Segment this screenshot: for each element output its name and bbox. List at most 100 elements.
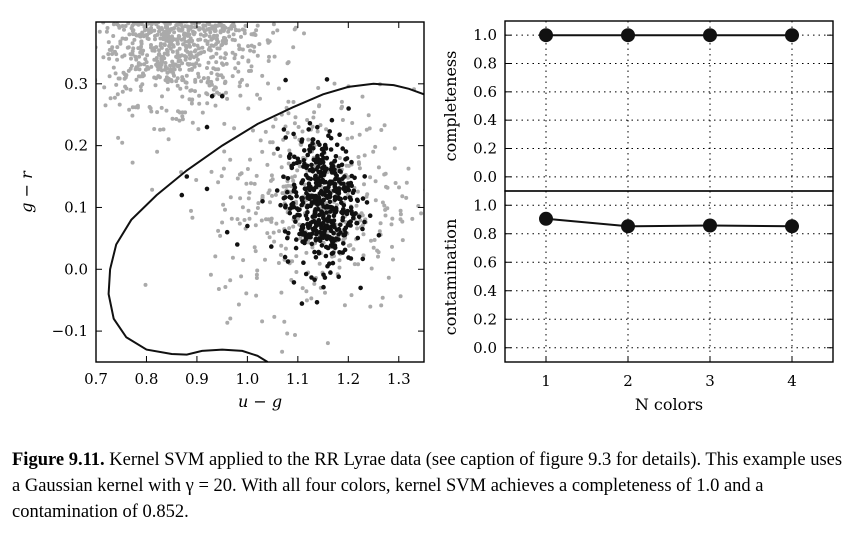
background-star-point — [78, 22, 82, 26]
background-star-point — [398, 212, 403, 217]
background-star-point — [157, 52, 162, 56]
background-star-point — [266, 217, 271, 222]
background-star-point — [235, 217, 240, 222]
background-star-point — [278, 154, 283, 159]
rr-lyrae-point — [299, 202, 305, 208]
background-star-point — [202, 49, 207, 54]
background-star-point — [350, 121, 355, 125]
background-star-point — [165, 52, 170, 57]
rr-lyrae-point — [323, 253, 329, 259]
background-star-point — [161, 6, 165, 10]
background-star-point — [188, 36, 193, 41]
background-star-point — [152, 7, 156, 11]
background-star-point — [199, 79, 204, 84]
background-star-point — [237, 17, 241, 21]
background-star-point — [227, 34, 232, 39]
rr-lyrae-point — [349, 159, 354, 165]
rr-lyrae-point — [320, 165, 325, 171]
background-star-point — [182, 9, 186, 13]
background-star-point — [157, 48, 161, 53]
scatter-y-tick-label: 0.1 — [64, 198, 88, 216]
background-star-point — [191, 18, 195, 22]
background-star-point — [272, 239, 277, 244]
background-star-point — [181, 16, 185, 20]
background-star-point — [222, 121, 227, 126]
background-star-point — [120, 24, 125, 28]
background-star-point — [166, 5, 170, 9]
background-star-point — [78, 8, 82, 12]
background-star-point — [218, 233, 223, 238]
background-star-point — [107, 74, 112, 79]
background-star-point — [169, 67, 173, 72]
background-star-point — [176, 36, 181, 41]
background-star-point — [175, 49, 180, 54]
background-star-point — [100, 0, 104, 2]
background-star-point — [177, 0, 181, 2]
rr-lyrae-point — [179, 192, 185, 198]
contamination-y-label: contamination — [441, 219, 460, 335]
rr-lyrae-point — [298, 227, 304, 233]
background-star-point — [150, 4, 154, 8]
background-star-point — [209, 169, 214, 174]
background-star-point — [188, 44, 192, 49]
background-star-point — [51, 4, 55, 8]
background-star-point — [204, 0, 208, 3]
background-star-point — [187, 97, 192, 102]
background-star-point — [174, 117, 179, 121]
background-star-point — [138, 6, 142, 10]
background-star-point — [122, 27, 126, 32]
background-star-point — [183, 0, 187, 2]
background-star-point — [214, 60, 219, 65]
rr-lyrae-point — [294, 160, 300, 166]
background-star-point — [226, 11, 230, 15]
background-star-point — [137, 14, 141, 18]
rr-lyrae-point — [291, 131, 296, 137]
background-star-point — [140, 82, 145, 87]
background-star-point — [160, 94, 164, 99]
background-star-point — [154, 3, 158, 7]
background-star-point — [222, 27, 227, 32]
background-star-point — [397, 185, 401, 190]
background-star-point — [127, 107, 132, 112]
background-star-point — [189, 101, 194, 106]
background-star-point — [208, 30, 213, 35]
background-star-point — [132, 37, 137, 42]
background-star-point — [68, 65, 72, 69]
background-star-point — [162, 51, 167, 56]
background-star-point — [152, 46, 157, 51]
background-star-point — [312, 110, 317, 115]
background-star-point — [373, 198, 378, 203]
rr-lyrae-point — [309, 275, 314, 280]
background-star-point — [252, 3, 256, 7]
background-star-point — [384, 184, 388, 189]
background-star-point — [175, 41, 180, 46]
background-star-point — [145, 53, 150, 58]
background-star-point — [229, 216, 234, 221]
rr-lyrae-point — [299, 139, 304, 144]
rr-lyrae-point — [281, 127, 287, 132]
background-star-point — [226, 29, 231, 34]
rr-lyrae-point — [324, 203, 330, 209]
background-star-point — [149, 64, 154, 69]
background-star-point — [158, 65, 163, 70]
rr-lyrae-point — [282, 195, 288, 200]
background-star-point — [163, 61, 168, 65]
background-star-point — [400, 194, 405, 199]
background-star-point — [310, 124, 315, 129]
background-star-point — [152, 57, 157, 62]
background-star-point — [309, 296, 314, 301]
background-star-point — [165, 38, 169, 43]
background-star-point — [198, 2, 202, 6]
contamination-x-label: N colors — [635, 395, 703, 414]
background-star-point — [99, 12, 103, 16]
background-star-point — [135, 103, 140, 108]
background-star-point — [85, 17, 89, 21]
background-star-point — [291, 178, 296, 183]
background-star-point — [201, 76, 206, 81]
rr-lyrae-point — [332, 159, 337, 164]
background-star-point — [159, 45, 164, 50]
background-star-point — [174, 14, 178, 18]
background-star-point — [267, 188, 272, 193]
background-star-point — [199, 3, 203, 7]
background-star-point — [158, 127, 163, 132]
